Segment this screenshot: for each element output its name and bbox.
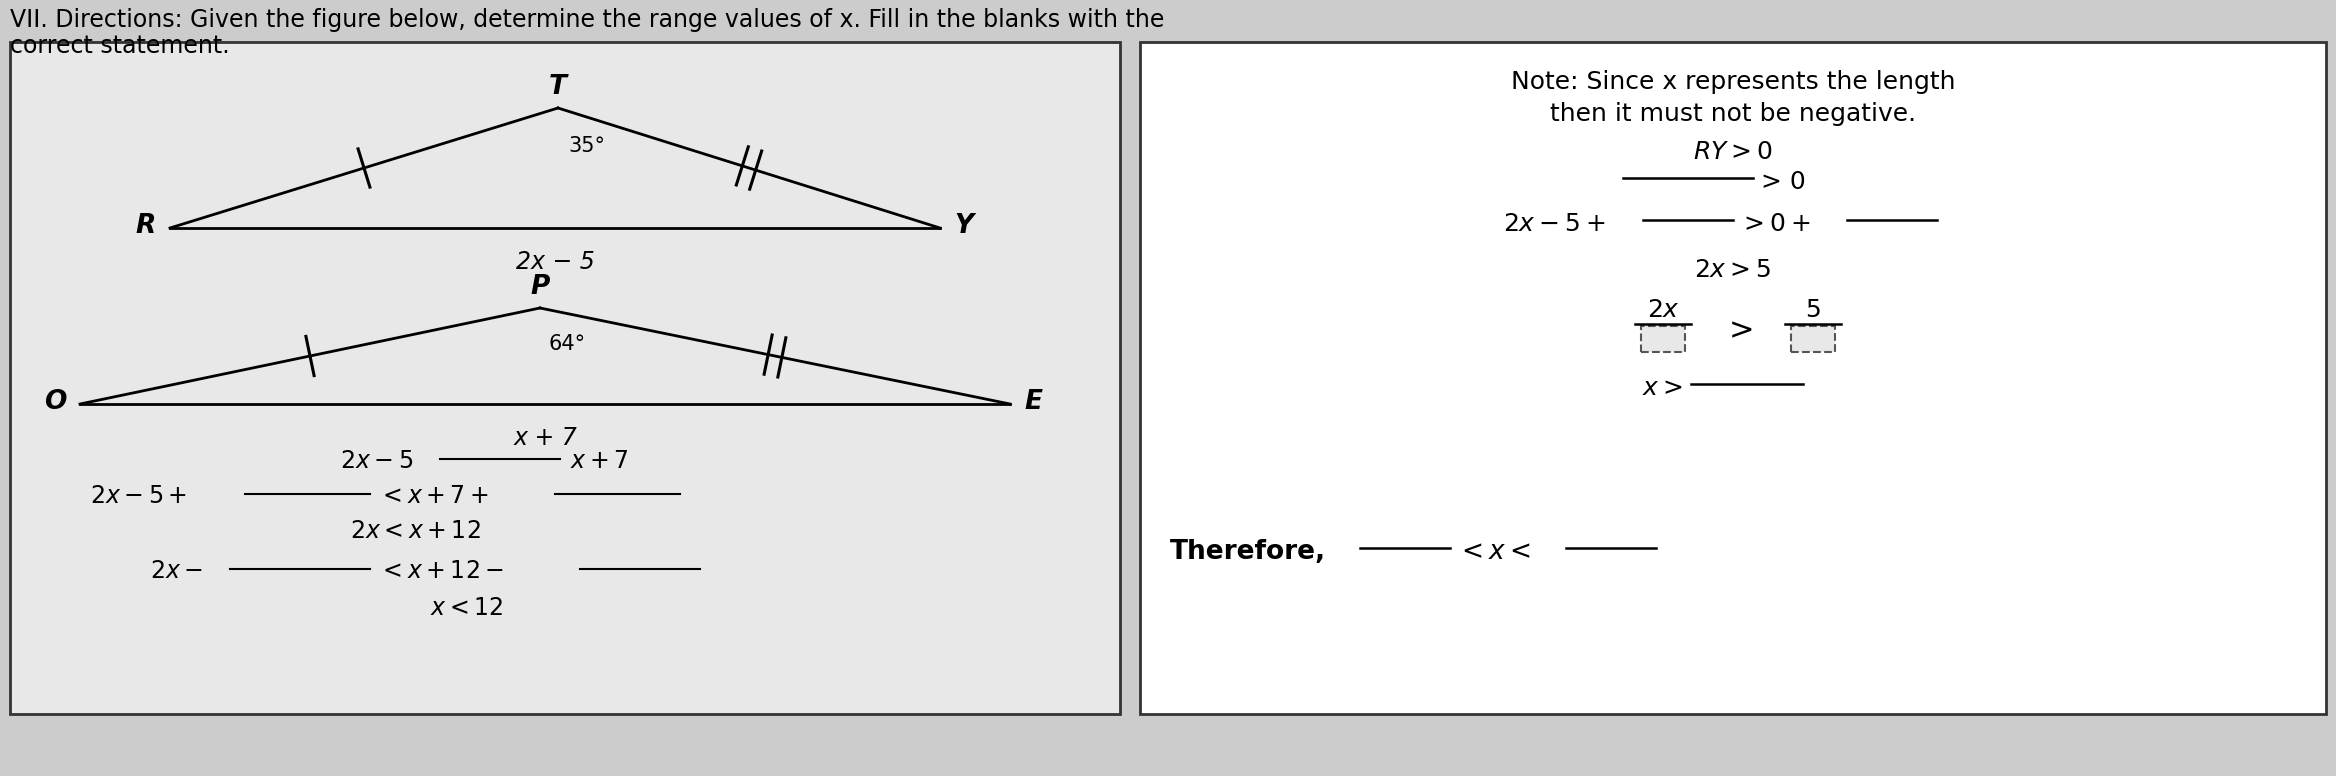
Text: Y: Y xyxy=(953,213,974,239)
Text: $x >$: $x >$ xyxy=(1642,376,1682,400)
Text: $x<12$: $x<12$ xyxy=(430,596,502,620)
Text: $2x > 5$: $2x > 5$ xyxy=(1694,258,1771,282)
Bar xyxy=(9,42,1119,714)
Text: $>$: $>$ xyxy=(1724,316,1752,345)
Text: correct statement.: correct statement. xyxy=(9,34,229,58)
Text: $2x$: $2x$ xyxy=(1647,298,1680,322)
Text: Note: Since x represents the length: Note: Since x represents the length xyxy=(1511,70,1955,94)
Text: $2x-$: $2x-$ xyxy=(150,559,203,583)
Text: > 0: > 0 xyxy=(1761,170,1806,194)
Text: $5$: $5$ xyxy=(1806,298,1820,322)
Text: $> 0 +$: $> 0 +$ xyxy=(1738,212,1810,236)
Text: $< x+12-$: $< x+12-$ xyxy=(378,559,505,583)
Text: O: O xyxy=(44,389,65,415)
Text: Therefore,: Therefore, xyxy=(1170,539,1327,565)
Text: R: R xyxy=(135,213,157,239)
FancyBboxPatch shape xyxy=(1792,326,1836,352)
Text: $2x < x+12$: $2x < x+12$ xyxy=(350,519,481,543)
Text: 64°: 64° xyxy=(549,334,584,354)
Text: $2x-5+$: $2x-5+$ xyxy=(1502,212,1605,236)
Text: E: E xyxy=(1023,389,1042,415)
Text: $2x-5+$: $2x-5+$ xyxy=(91,484,187,508)
Text: $< x <$: $< x <$ xyxy=(1455,539,1530,565)
Text: VII. Directions: Given the figure below, determine the range values of x. Fill i: VII. Directions: Given the figure below,… xyxy=(9,8,1163,32)
Text: x + 7: x + 7 xyxy=(514,426,577,450)
FancyBboxPatch shape xyxy=(1640,326,1684,352)
Text: 35°: 35° xyxy=(568,136,605,156)
Text: then it must not be negative.: then it must not be negative. xyxy=(1551,102,1916,126)
Text: $< x+7+$: $< x+7+$ xyxy=(378,484,488,508)
Text: P: P xyxy=(530,274,549,300)
Bar xyxy=(1140,42,2327,714)
Text: T: T xyxy=(549,74,568,100)
Text: $2x-5$: $2x-5$ xyxy=(341,449,413,473)
Text: 2x − 5: 2x − 5 xyxy=(516,250,593,274)
Text: $RY > 0$: $RY > 0$ xyxy=(1694,140,1773,164)
Text: $x+7$: $x+7$ xyxy=(570,449,628,473)
